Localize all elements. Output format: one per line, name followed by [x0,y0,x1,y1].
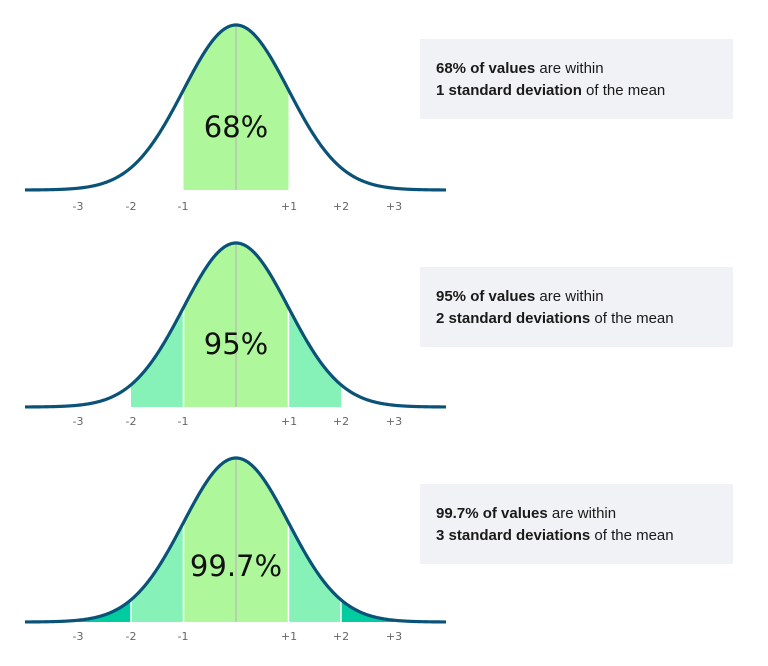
tick-plus-3: +3 [385,200,403,213]
info-bold-1: 95% of values [436,288,536,305]
chart-panel-2sd: 95% -3 -2 -1 +1 +2 +3 95% of values are … [0,217,768,433]
center-percent-label: 68% [203,110,269,144]
tick-minus-1: -1 [177,200,189,213]
tick-plus-1: +1 [280,415,298,428]
center-percent-label: 99.7% [189,549,283,583]
tick-minus-3: -3 [72,415,84,428]
tick-plus-1: +1 [280,630,298,643]
info-bold-2: 1 standard deviation [436,82,582,99]
tick-plus-2: +2 [332,415,350,428]
chart-panel-3sd: 99.7% -3 -2 -1 +1 +2 +3 99.7% of values … [0,432,768,648]
info-box-2sd: 95% of values are within 2 standard devi… [420,267,733,347]
normal-curve-line [24,241,447,409]
tick-minus-2: -2 [125,630,137,643]
center-percent-label: 95% [203,327,269,361]
info-text-1: are within [535,288,604,305]
normal-curve-line [24,23,447,192]
info-text-2: of the mean [590,527,674,544]
bell-curve-3sd [24,456,447,624]
info-text-1: are within [547,505,617,522]
tick-plus-1: +1 [280,200,298,213]
chart-panel-1sd: 68% -3 -2 -1 +1 +2 +3 68% of values are … [0,0,768,216]
tick-minus-1: -1 [177,415,189,428]
info-bold-1: 99.7% of values [436,505,548,522]
info-box-1sd: 68% of values are within 1 standard devi… [420,39,733,119]
shaded-region-4 [341,599,394,622]
tick-minus-3: -3 [72,630,84,643]
info-text-2: of the mean [590,310,674,327]
bell-curve-2sd [24,241,447,409]
tick-minus-3: -3 [72,200,84,213]
tick-plus-3: +3 [385,415,403,428]
tick-plus-2: +2 [332,630,350,643]
info-bold-1: 68% of values [436,60,536,77]
tick-minus-1: -1 [177,630,189,643]
tick-plus-2: +2 [332,200,350,213]
info-box-3sd: 99.7% of values are within 3 standard de… [420,484,733,564]
tick-plus-3: +3 [385,630,403,643]
info-bold-2: 3 standard deviations [436,527,591,544]
shaded-region-0 [78,599,131,622]
info-text-2: of the mean [581,82,666,99]
info-bold-2: 2 standard deviations [436,310,591,327]
tick-minus-2: -2 [125,200,137,213]
tick-minus-2: -2 [125,415,137,428]
bell-curve-1sd [24,23,447,192]
info-text-1: are within [535,60,604,77]
normal-curve-line [24,456,447,624]
